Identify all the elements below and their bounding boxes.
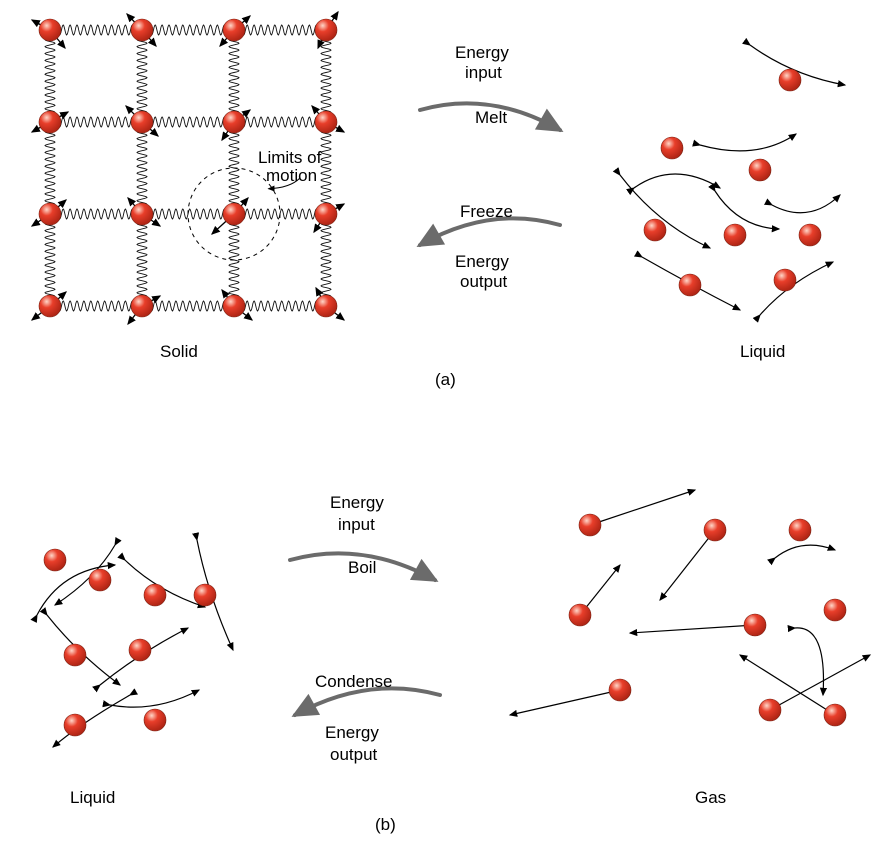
label-energy-in-a-1: Energy [455,43,509,63]
label-energy-in-b-1: Energy [330,493,384,513]
label-panel-b: (b) [375,815,396,835]
label-freeze: Freeze [460,202,513,222]
label-liquid-b: Liquid [70,788,115,808]
label-melt: Melt [475,108,507,128]
label-solid: Solid [160,342,198,362]
diagram-canvas: (a) (b) Solid Liquid Liquid Gas Energy i… [0,0,875,864]
label-gas: Gas [695,788,726,808]
label-limits-2: motion [266,166,317,186]
label-boil: Boil [348,558,376,578]
label-liquid-a: Liquid [740,342,785,362]
label-panel-a: (a) [435,370,456,390]
label-energy-in-a-2: input [465,63,502,83]
label-energy-out-a-2: output [460,272,507,292]
label-condense: Condense [315,672,393,692]
label-energy-out-a-1: Energy [455,252,509,272]
label-limits-1: Limits of [258,148,321,168]
label-energy-out-b-1: Energy [325,723,379,743]
svg-layer [0,0,875,864]
label-energy-out-b-2: output [330,745,377,765]
label-energy-in-b-2: input [338,515,375,535]
